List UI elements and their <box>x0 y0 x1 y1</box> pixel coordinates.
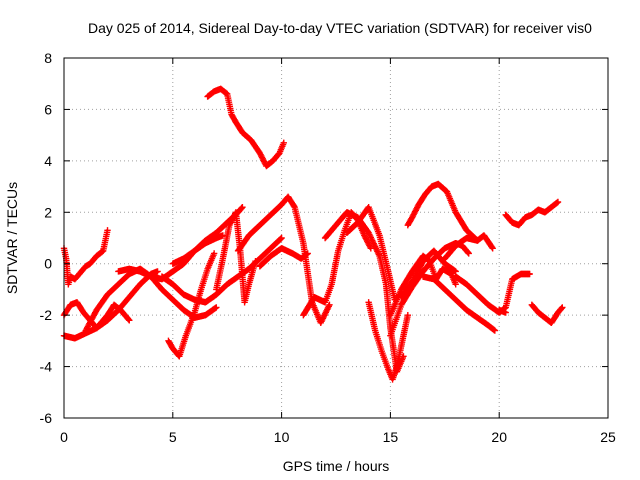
x-axis-label: GPS time / hours <box>283 458 390 474</box>
series-sat-s <box>398 247 459 301</box>
x-tick-label: 15 <box>383 429 399 445</box>
data-marks <box>60 85 566 383</box>
x-tick-label: 25 <box>600 429 616 445</box>
y-tick-label: -6 <box>40 410 53 426</box>
data-point <box>290 202 298 210</box>
series-sat-v <box>441 232 496 262</box>
x-tick-label: 0 <box>60 429 68 445</box>
series-sat-x <box>496 306 509 316</box>
y-tick-label: -2 <box>40 307 53 323</box>
x-tick-label: 20 <box>491 429 507 445</box>
y-tick-label: 0 <box>44 256 52 272</box>
series-sat-l <box>256 245 311 270</box>
series-sat-u <box>419 273 499 334</box>
series-sat-h <box>169 203 246 267</box>
series-sat-o <box>343 203 398 303</box>
y-tick-label: 4 <box>44 153 52 169</box>
grid-layer <box>64 58 608 418</box>
series-sat-i <box>204 85 287 170</box>
data-point <box>465 250 472 257</box>
data-point <box>526 270 533 278</box>
y-tick-label: 6 <box>44 101 52 117</box>
series-sat-k <box>234 193 333 327</box>
data-point <box>304 250 311 257</box>
data-point <box>125 316 132 323</box>
data-point <box>278 234 285 242</box>
series-sat-n <box>321 209 407 375</box>
data-point <box>554 198 562 206</box>
series-sat-y <box>502 198 562 229</box>
data-point <box>488 244 496 251</box>
data-point <box>452 281 459 288</box>
data-point <box>404 311 412 319</box>
series-sat-a <box>60 227 111 288</box>
data-point <box>210 250 218 257</box>
data-point <box>239 203 246 211</box>
y-tick-label: -4 <box>40 359 53 375</box>
axis-ticks: 0 5 10 15 20 25 -6 -4 -2 0 2 4 6 8 <box>40 50 616 445</box>
data-point <box>252 257 259 265</box>
data-point <box>491 327 499 334</box>
data-point <box>502 309 509 316</box>
data-point <box>326 301 333 309</box>
series-sat-p <box>365 299 412 383</box>
series-sat-g <box>165 250 218 360</box>
series-sat-t <box>404 180 481 244</box>
data-point <box>559 304 566 311</box>
data-point <box>280 139 287 147</box>
y-tick-label: 2 <box>44 204 52 220</box>
series-sat-z <box>528 301 566 327</box>
y-axis-label: SDTVAR / TECUs <box>4 182 20 294</box>
data-point <box>238 204 245 212</box>
data-point <box>126 317 133 324</box>
plot-border <box>63 57 609 419</box>
data-point <box>213 304 220 311</box>
x-tick-label: 10 <box>274 429 290 445</box>
x-tick-label: 5 <box>169 429 177 445</box>
data-point <box>558 305 565 312</box>
y-tick-label: 8 <box>44 50 52 66</box>
data-point <box>464 249 472 256</box>
data-point <box>104 227 111 234</box>
data-point <box>489 245 496 252</box>
data-point <box>154 268 161 275</box>
chart-title: Day 025 of 2014, Sidereal Day-to-day VTE… <box>88 20 592 36</box>
